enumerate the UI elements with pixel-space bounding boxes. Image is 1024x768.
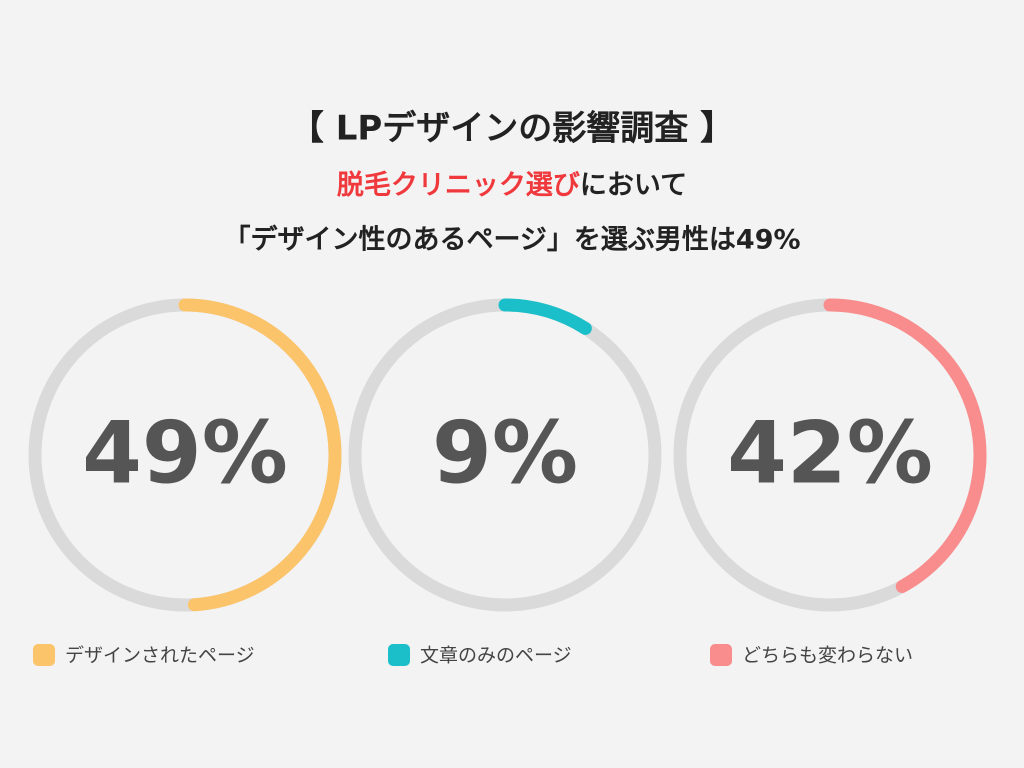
value-label: 42% xyxy=(727,403,933,503)
legend-label: デザインされたページ xyxy=(65,645,255,667)
ring-arc xyxy=(178,298,342,612)
legend-swatch xyxy=(710,644,732,666)
legend-label: 文章のみのページ xyxy=(420,645,572,667)
legend-label: どちらも変わらない xyxy=(742,645,913,667)
legend-swatch xyxy=(33,644,55,666)
legend-swatch xyxy=(388,644,410,666)
value-label: 49% xyxy=(82,403,288,503)
ring-arc xyxy=(498,298,592,335)
value-label: 9% xyxy=(432,403,578,503)
ring-arc xyxy=(823,298,987,593)
subtitle-highlight: 脱毛クリニック選び xyxy=(337,170,580,201)
subtitle-2: 「デザイン性のあるページ」を選ぶ男性は49% xyxy=(223,224,800,256)
subtitle: 脱毛クリニック選びにおいて xyxy=(337,170,687,201)
chart-title: 【 LPデザインの影響調査 】 xyxy=(290,109,734,149)
subtitle-text: において xyxy=(580,170,687,201)
